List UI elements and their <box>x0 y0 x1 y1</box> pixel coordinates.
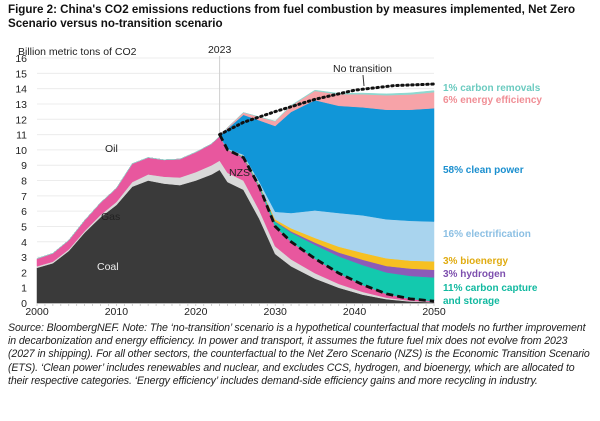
x-tick-label: 2020 <box>184 306 208 318</box>
wedge-label-bioenergy: 3% bioenergy <box>443 256 508 267</box>
wedge-label-carbon-removals: 1% carbon removals <box>443 83 541 94</box>
chart-title: Figure 2: China's CO2 emissions reductio… <box>8 3 576 30</box>
y-tick-label: 10 <box>15 145 27 157</box>
y-tick-label: 0 <box>21 298 27 310</box>
y-tick-label: 7 <box>21 191 27 203</box>
x-tick-label: 2040 <box>343 306 367 318</box>
y-tick-label: 6 <box>21 206 27 218</box>
y-tick-label: 3 <box>21 252 27 264</box>
wedge-label-carbon-capture-and-storage: 11% carbon capture and storage <box>443 283 538 307</box>
no-transition-line <box>218 82 436 137</box>
y-tick-label: 1 <box>21 283 27 295</box>
x-tick-label: 2030 <box>264 306 288 318</box>
no-transition-leader <box>362 74 365 87</box>
no-transition-label: No transition <box>333 63 392 75</box>
series-labels: No transition Coal Gas Oil NZS 11% carbon cap… <box>97 63 542 307</box>
y-tick-label: 9 <box>21 160 27 172</box>
y-tick-label: 5 <box>21 221 27 233</box>
label-gas: Gas <box>101 211 120 223</box>
y-tick-label: 8 <box>21 176 27 188</box>
area-carbon-removals <box>36 89 435 259</box>
source-note: Source: BloombergNEF. Note: The ‘no-tran… <box>8 322 590 387</box>
y-axis-label: Billion metric tons of CO2 <box>18 46 137 58</box>
x-tick-label: 2010 <box>105 306 129 318</box>
nzs-label: NZS <box>229 167 250 179</box>
y-tick-label: 4 <box>21 237 27 249</box>
label-oil: Oil <box>105 143 118 155</box>
y-tick-label: 11 <box>16 130 27 142</box>
wedge-label-electrification: 16% electrification <box>443 229 531 240</box>
y-tick-label: 2 <box>21 267 27 279</box>
y-tick-label: 16 <box>15 53 27 65</box>
label-coal: Coal <box>97 261 119 273</box>
wedge-label-hydrogen: 3% hydrogen <box>443 269 506 280</box>
wedge-label-clean-power: 58% clean power <box>443 165 524 176</box>
scenario-lines <box>218 82 436 303</box>
wedge-label-energy-efficiency: 6% energy efficiency <box>443 95 542 106</box>
y-tick-label: 15 <box>15 68 27 80</box>
y-tick-label: 14 <box>15 84 27 96</box>
stacked-areas <box>36 89 435 304</box>
x-tick-label: 2050 <box>422 306 446 318</box>
y-tick-label: 13 <box>15 99 27 111</box>
x-tick-label: 2000 <box>25 306 49 318</box>
y-tick-label: 12 <box>15 114 27 126</box>
marker-label-2023: 2023 <box>208 44 232 56</box>
nzs-line <box>218 133 435 303</box>
